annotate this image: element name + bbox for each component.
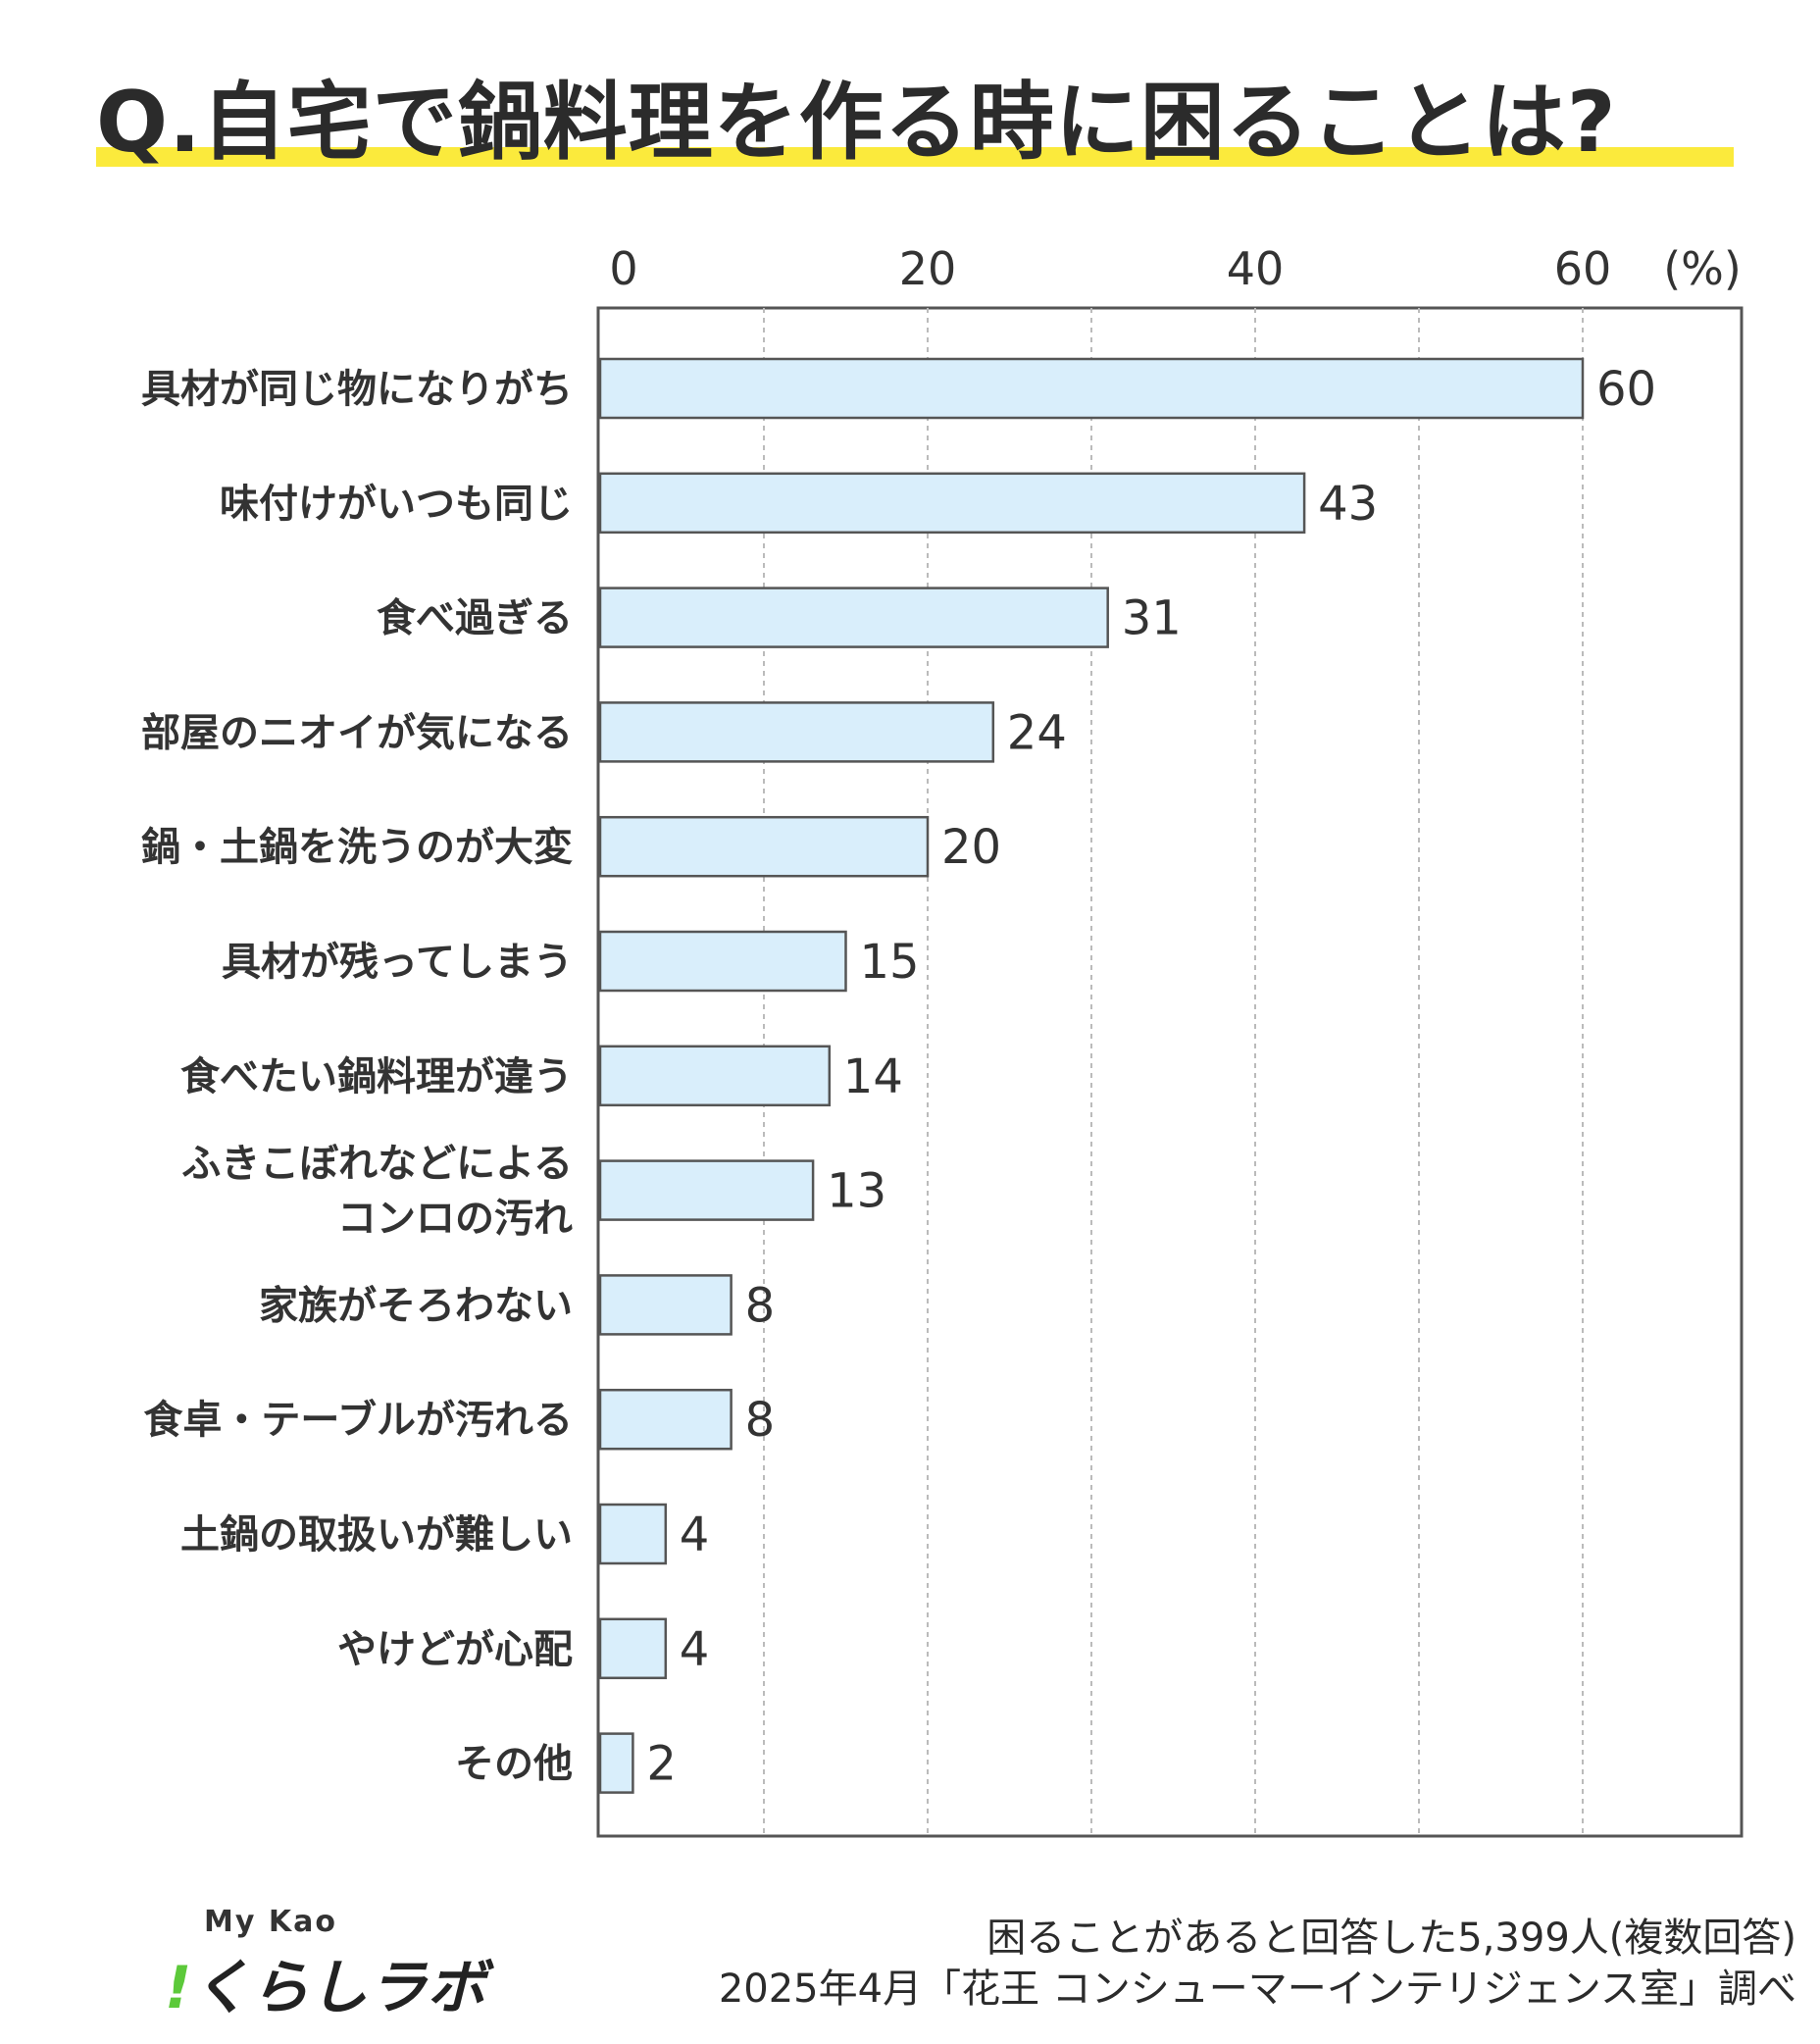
bar-value-label: 31 [1122,591,1182,646]
title-highlight [96,147,1734,167]
x-unit-label: (%) [1663,242,1742,295]
title-area: Q.自宅で鍋料理を作る時に困ることは? [96,69,1734,177]
category-label: ふきこぼれなどによる [181,1142,573,1187]
logo-kurashi-labo: !くらしラボ [165,1940,485,2025]
x-tick-label: 40 [1227,242,1285,295]
bar-value-label: 43 [1318,477,1378,532]
bar-value-label: 13 [827,1164,886,1219]
bar [598,1617,668,1680]
bar-chart: 0 20 40 60 (%) 60 具材が同じ物になりがち 43 味付けがいつも同じ 31 食べ過ぎ… [141,242,1744,1838]
source-note-line1: 困ることがあると回答した5,399人(複数回答) [986,1916,1796,1961]
category-label: 具材が残ってしまう [222,940,573,985]
bar-value-label: 4 [680,1507,710,1562]
bar-value-label: 4 [680,1622,710,1677]
bar [598,357,1585,420]
category-label: 部屋のニオイが気になる [141,710,573,755]
bar-value-label: 2 [646,1737,677,1792]
logo-exclamation: ! [165,1954,192,2022]
category-label: 土鍋の取扱いが難しい [180,1512,573,1558]
bar [598,1388,733,1451]
x-tick-label: 0 [609,242,637,295]
bar [598,587,1109,648]
bar [598,472,1306,535]
category-label: 食卓・テーブルが汚れる [143,1398,573,1443]
bar-value-label: 15 [860,935,920,990]
source-note-line2: 2025年4月「花王 コンシューマーインテリジェンス室」調べ [718,1967,1796,2012]
category-label: 味付けがいつも同じ [220,482,573,527]
x-tick-label: 60 [1554,242,1612,295]
bar [598,1503,668,1565]
category-label: やけどが心配 [337,1627,573,1672]
bar [598,1274,733,1336]
category-label: 具材が同じ物になりがち [141,367,573,412]
category-label: 食べたい鍋料理が違う [180,1054,573,1099]
bar [598,1159,815,1221]
logo-main-text: くらしラボ [191,1954,486,2022]
category-label: 鍋・土鍋を洗うのが大変 [141,825,573,870]
plot-frame [596,306,1744,1838]
bar [598,1045,832,1107]
bar [598,701,995,763]
bar [598,815,930,878]
category-label: その他 [455,1742,573,1787]
bar-value-label: 8 [745,1393,776,1448]
bar-value-label: 14 [843,1049,903,1104]
category-label: コンロの汚れ [337,1197,573,1242]
category-label: 食べ過ぎる [377,596,573,641]
logo-my-kao: My Kao [204,1905,337,1939]
bar-value-label: 60 [1596,362,1656,417]
bar [598,1732,634,1794]
category-label: 家族がそろわない [259,1283,573,1328]
bar-value-label: 8 [745,1278,776,1333]
bar-value-label: 20 [941,820,1001,875]
x-tick-label: 20 [899,242,957,295]
bar [598,930,847,993]
bar-value-label: 24 [1007,705,1067,760]
brand-logo: My Kao !くらしラボ [165,1905,485,2032]
source-note: 困ることがあると回答した5,399人(複数回答) 2025年4月「花王 コンシュ… [620,1913,1796,2015]
chart-title: Q.自宅で鍋料理を作る時に困ることは? [96,74,1617,172]
